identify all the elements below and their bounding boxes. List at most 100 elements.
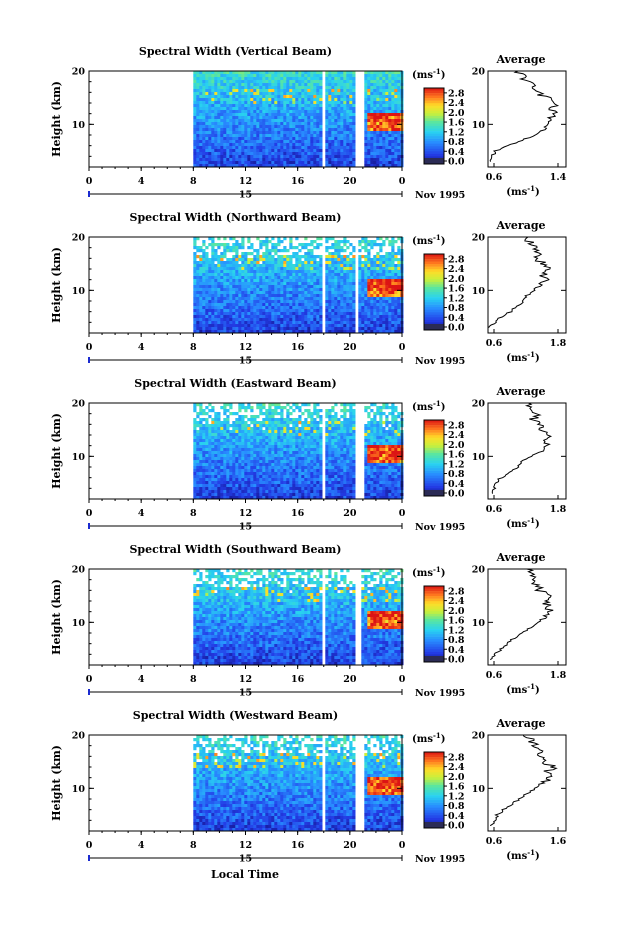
heatmap-cell [238,149,242,153]
heatmap-cell [283,255,287,259]
heatmap-cell [352,270,356,274]
heatmap-cell [379,164,383,168]
heatmap-cell [379,282,383,286]
heatmap-cell [337,134,341,138]
heatmap-cell [241,164,245,168]
heatmap-cell [196,424,200,428]
heatmap-cell [199,436,203,440]
heatmap-cell [364,164,368,168]
heatmap-cell [226,454,230,458]
heatmap-cell [235,273,239,277]
heatmap-cell [220,294,224,298]
heatmap-cell [382,74,386,78]
heatmap-cell [328,273,332,277]
heatmap-cell [277,131,281,135]
heatmap-cell [304,125,308,129]
heatmap-cell [259,107,263,111]
heatmap-cell [196,119,200,123]
heatmap-cell [217,92,221,96]
heatmap-cell [217,119,221,123]
heatmap-cell [256,291,260,295]
heatmap-cell [367,303,371,307]
heatmap-cell [274,137,278,141]
heatmap-cell [286,140,290,144]
heatmap-cell [373,146,377,150]
heatmap-cell [364,246,368,250]
heatmap-cell [256,439,260,443]
heatmap-cell [196,451,200,455]
heatmap-cell [316,297,320,301]
heatmap-cell [316,255,320,259]
heatmap-cell [331,98,335,102]
heatmap-cell [364,294,368,298]
heatmap-cell [271,119,275,123]
heatmap-cell [217,98,221,102]
heatmap-cell [325,282,329,286]
heatmap-cell [325,249,329,253]
heatmap-cell [289,330,293,334]
heatmap-cell [235,83,239,87]
heatmap-cell [277,285,281,289]
heatmap-cell [262,270,266,274]
heatmap-cell [346,74,350,78]
heatmap-cell [202,448,206,452]
heatmap-cell [379,131,383,135]
heatmap-cell [232,493,236,497]
heatmap-cell [283,137,287,141]
heatmap-cell [223,255,227,259]
heatmap-cell [259,321,263,325]
heatmap-cell [364,119,368,123]
heatmap-cell [265,107,269,111]
heatmap-cell [226,267,230,271]
heatmap-cell [289,255,293,259]
heatmap-cell [214,143,218,147]
heatmap-cell [202,481,206,485]
heatmap-cell [238,116,242,120]
heatmap-cell [202,267,206,271]
heatmap-cell [226,463,230,467]
heatmap-cell [229,457,233,461]
heatmap-cell [304,128,308,132]
heatmap-cell [226,469,230,473]
heatmap-cell [211,110,215,114]
heatmap-cell [289,158,293,162]
heatmap-cell [268,306,272,310]
heatmap-cell [262,131,266,135]
heatmap-cell [340,146,344,150]
heatmap-cell [208,312,212,316]
heatmap-cell [220,321,224,325]
heatmap-cell [238,270,242,274]
heatmap-cell [379,149,383,153]
heatmap-cell [223,303,227,307]
heatmap-cell [373,291,377,295]
heatmap-cell [346,294,350,298]
heatmap-cell [193,110,197,114]
heatmap-cell [241,415,245,419]
heatmap-cell [346,315,350,319]
heatmap-cell [328,255,332,259]
heatmap-cell [226,137,230,141]
heatmap-cell [193,122,197,126]
heatmap-cell [337,246,341,250]
heatmap-cell [382,282,386,286]
heatmap-cell [202,71,206,75]
heatmap-cell [307,119,311,123]
heatmap-cell [202,243,206,247]
heatmap-cell [346,125,350,129]
heatmap-cell [199,288,203,292]
heatmap-cell [199,418,203,422]
heatmap-cell [397,152,401,156]
heatmap-cell [238,273,242,277]
heatmap-cell [313,246,317,250]
heatmap-cell [193,457,197,461]
heatmap-cell [256,285,260,289]
heatmap-cell [247,125,251,129]
heatmap-cell [379,86,383,90]
heatmap-cell [379,303,383,307]
heatmap-cell [328,131,332,135]
heatmap-cell [211,436,215,440]
heatmap-cell [196,466,200,470]
colorbar-tick-label: 0.0 [448,323,465,334]
heatmap-cell [265,122,269,126]
heatmap-cell [232,249,236,253]
